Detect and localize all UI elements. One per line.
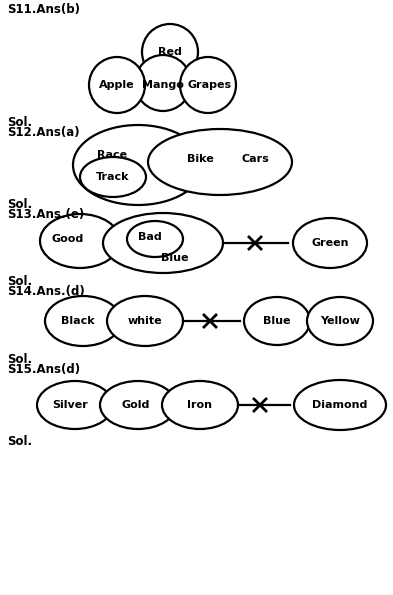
Text: Gold: Gold (122, 400, 150, 410)
Ellipse shape (293, 218, 367, 268)
Text: Bike: Bike (187, 154, 213, 164)
Text: Sol.: Sol. (7, 435, 32, 448)
Text: Sol.: Sol. (7, 198, 32, 211)
Text: S13.Ans.(e): S13.Ans.(e) (7, 208, 84, 221)
Ellipse shape (103, 213, 223, 273)
Ellipse shape (180, 57, 236, 113)
Ellipse shape (40, 214, 120, 268)
Ellipse shape (37, 381, 113, 429)
Text: Cars: Cars (241, 154, 269, 164)
Text: Race: Race (97, 150, 127, 160)
Ellipse shape (107, 296, 183, 346)
Text: Grapes: Grapes (188, 80, 232, 90)
Ellipse shape (135, 55, 191, 111)
Ellipse shape (142, 24, 198, 80)
Text: Silver: Silver (52, 400, 88, 410)
Text: S12.Ans(a): S12.Ans(a) (7, 126, 80, 139)
Ellipse shape (45, 296, 121, 346)
Ellipse shape (162, 381, 238, 429)
Text: S15.Ans(d): S15.Ans(d) (7, 363, 80, 376)
Ellipse shape (89, 57, 145, 113)
Text: Black: Black (61, 316, 95, 326)
Ellipse shape (148, 129, 292, 195)
Ellipse shape (307, 297, 373, 345)
Ellipse shape (244, 297, 310, 345)
Text: Blue: Blue (161, 253, 189, 263)
Text: Green: Green (311, 238, 349, 248)
Text: S11.Ans(b): S11.Ans(b) (7, 3, 80, 16)
Text: Blue: Blue (263, 316, 291, 326)
Text: Diamond: Diamond (312, 400, 368, 410)
Ellipse shape (294, 380, 386, 430)
Ellipse shape (127, 221, 183, 257)
Text: Track: Track (96, 172, 130, 182)
Text: Sol.: Sol. (7, 353, 32, 366)
Ellipse shape (73, 125, 203, 205)
Text: Red: Red (158, 47, 182, 57)
Text: Good: Good (52, 234, 84, 244)
Ellipse shape (100, 381, 176, 429)
Text: white: white (128, 316, 162, 326)
Text: Apple: Apple (99, 80, 135, 90)
Text: Sol.: Sol. (7, 275, 32, 288)
Text: Bad: Bad (138, 232, 162, 242)
Text: Mango: Mango (142, 80, 184, 90)
Text: Yellow: Yellow (320, 316, 360, 326)
Text: Sol.: Sol. (7, 116, 32, 129)
Text: Iron: Iron (187, 400, 213, 410)
Text: S14.Ans.(d): S14.Ans.(d) (7, 285, 85, 298)
Ellipse shape (80, 157, 146, 197)
